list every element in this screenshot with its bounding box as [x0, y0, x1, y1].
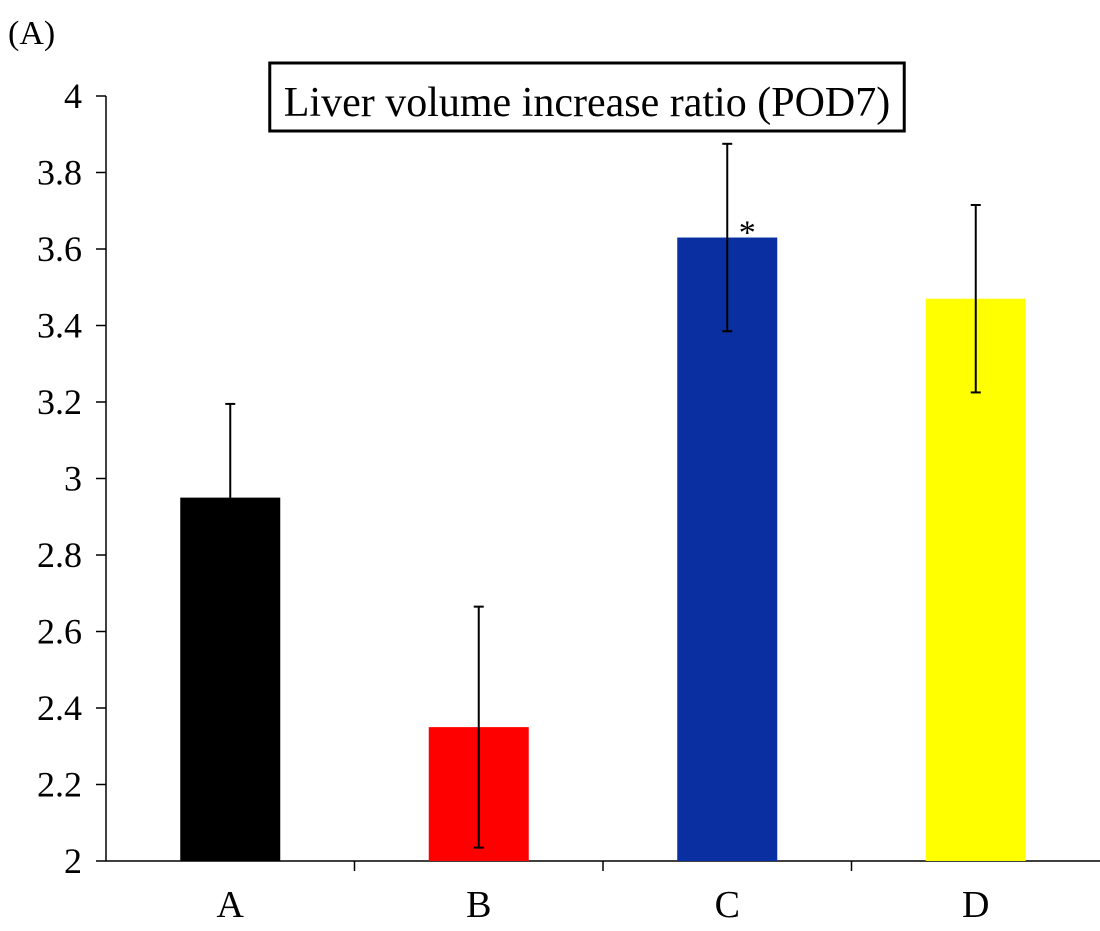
y-tick-label: 3.6	[37, 229, 82, 269]
bar-c	[677, 237, 778, 861]
y-tick-label: 3.8	[37, 153, 82, 193]
x-tick-label: D	[962, 884, 989, 926]
y-axis: 2 2.2 2.4 2.6 2.8 3 3.2 3.4 3.6 3.8 4	[37, 76, 107, 881]
chart-title-frame	[268, 61, 906, 133]
y-tick-label: 2.2	[37, 765, 82, 805]
panel-label: (A)	[8, 15, 55, 52]
x-tick-label: A	[217, 884, 245, 926]
y-tick-label: 3.2	[37, 382, 82, 422]
y-tick-label: 2.6	[37, 612, 82, 652]
annotations: *	[739, 215, 756, 252]
x-tick-label: B	[466, 884, 491, 926]
chart-title-box: Liver volume increase ratio (POD7)	[268, 61, 906, 133]
y-tick-label: 2	[64, 841, 82, 881]
bars	[180, 237, 1026, 862]
y-tick-label: 3	[64, 459, 82, 499]
y-tick-label: 4	[64, 76, 82, 116]
y-tick-label: 2.4	[37, 688, 82, 728]
y-tick-label: 3.4	[37, 306, 82, 346]
x-tick-label: C	[715, 884, 740, 926]
x-axis: A B C D	[106, 860, 1100, 926]
chart-title: Liver volume increase ratio (POD7)	[284, 80, 890, 126]
significance-mark: *	[739, 215, 756, 252]
error-bars	[225, 142, 981, 849]
y-tick-label: 2.8	[37, 535, 82, 575]
